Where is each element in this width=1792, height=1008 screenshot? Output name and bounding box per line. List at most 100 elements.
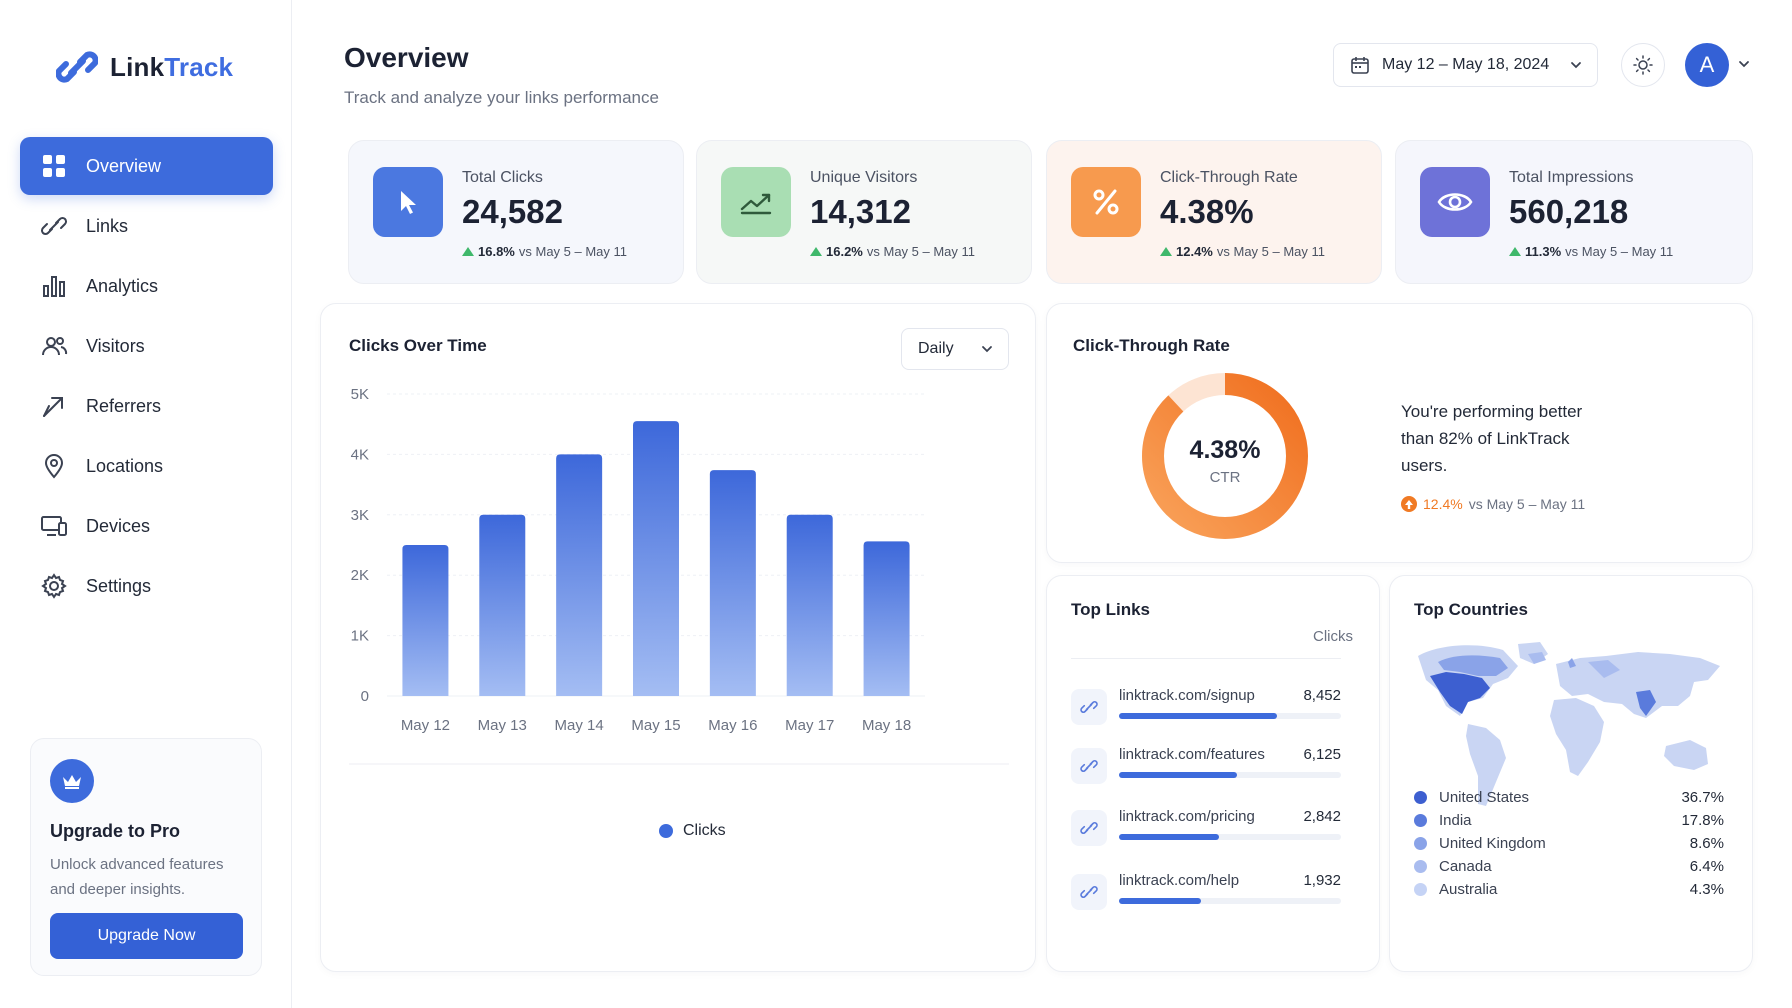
top-link-bar-track xyxy=(1119,898,1341,904)
percent-icon xyxy=(1071,167,1141,237)
top-link-row[interactable]: linktrack.com/help 1,932 xyxy=(1071,872,1341,932)
cursor-icon xyxy=(373,167,443,237)
bar[interactable] xyxy=(863,541,910,696)
stat-value: 24,582 xyxy=(462,193,563,230)
bar[interactable] xyxy=(709,470,756,696)
top-link-clicks: 6,125 xyxy=(1303,746,1341,763)
top-link-bar-track xyxy=(1119,772,1341,778)
top-link-clicks: 1,932 xyxy=(1303,872,1341,889)
country-percent: 36.7% xyxy=(1681,788,1724,806)
country-row: Australia 4.3% xyxy=(1414,878,1724,900)
upgrade-card: Upgrade to Pro Unlock advanced features … xyxy=(30,738,262,976)
nav-item-analytics[interactable]: Analytics xyxy=(20,257,273,315)
bar[interactable] xyxy=(633,421,679,696)
interval-select[interactable]: Daily xyxy=(901,328,1009,370)
brand-logo[interactable]: LinkTrack xyxy=(56,46,233,88)
theme-toggle-button[interactable] xyxy=(1621,43,1665,87)
ctr-change: 12.4% vs May 5 – May 11 xyxy=(1401,496,1585,512)
top-link-row[interactable]: linktrack.com/features 6,125 xyxy=(1071,746,1341,806)
user-avatar[interactable]: A xyxy=(1685,43,1729,87)
bar[interactable] xyxy=(786,514,833,696)
nav-label: Settings xyxy=(86,575,152,596)
country-name: Canada xyxy=(1439,857,1492,875)
gear-icon xyxy=(41,573,67,599)
arrow-up-icon xyxy=(1160,247,1172,256)
nav-item-settings[interactable]: Settings xyxy=(20,557,273,615)
legend-swatch xyxy=(659,824,673,838)
bar[interactable] xyxy=(402,545,449,696)
nav-item-referrers[interactable]: Referrers xyxy=(20,377,273,435)
bar[interactable] xyxy=(556,454,603,696)
world-map xyxy=(1418,642,1720,806)
divider xyxy=(1071,658,1341,659)
stat-card-ctr: Click-Through Rate 4.38% 12.4% vs May 5 –… xyxy=(1046,140,1382,284)
nav-item-locations[interactable]: Locations xyxy=(20,437,273,495)
arrow-up-icon xyxy=(1401,496,1417,512)
top-link-bar-fill xyxy=(1119,772,1237,778)
stat-change: 12.4% vs May 5 – May 11 xyxy=(1160,244,1325,259)
chevron-down-icon[interactable] xyxy=(1737,57,1751,71)
top-link-bar-fill xyxy=(1119,834,1219,840)
nav-item-overview[interactable]: Overview xyxy=(20,137,273,195)
chevron-down-icon xyxy=(981,346,992,353)
top-link-bar-fill xyxy=(1119,713,1277,719)
top-link-url[interactable]: linktrack.com/signup xyxy=(1119,687,1255,704)
country-name: India xyxy=(1439,811,1472,829)
arrow-up-icon xyxy=(462,247,474,256)
stat-change: 16.8% vs May 5 – May 11 xyxy=(462,244,627,259)
stat-label: Unique Visitors xyxy=(810,169,918,186)
ring-fill xyxy=(1142,373,1308,539)
brand-name: LinkTrack xyxy=(110,51,234,82)
ctr-label: CTR xyxy=(1210,469,1241,486)
y-tick-label: 0 xyxy=(361,688,369,705)
upgrade-title: Upgrade to Pro xyxy=(50,821,181,841)
top-link-bar-fill xyxy=(1119,898,1202,904)
chevron-down-icon xyxy=(1571,62,1581,69)
nav-label: Devices xyxy=(86,515,151,536)
card-title: Click-Through Rate xyxy=(1073,336,1230,355)
eye-icon xyxy=(1420,167,1490,237)
x-tick-label: May 18 xyxy=(862,717,911,734)
nav-label: Referrers xyxy=(86,395,162,416)
country-name: United Kingdom xyxy=(1439,834,1546,852)
bar[interactable] xyxy=(479,514,526,696)
x-tick-label: May 13 xyxy=(478,717,527,734)
nav-label: Analytics xyxy=(86,275,159,296)
clicks-over-time-card: Clicks Over Time Daily 0 1K 2K 3K 4K 5K May 12… xyxy=(320,303,1036,972)
date-range-picker[interactable]: May 12 – May 18, 2024 xyxy=(1333,43,1598,87)
stat-card-total-clicks: Total Clicks 24,582 16.8% vs May 5 – May … xyxy=(348,140,684,284)
top-link-url[interactable]: linktrack.com/help xyxy=(1119,872,1240,889)
country-row: India 17.8% xyxy=(1414,809,1724,831)
nav-item-devices[interactable]: Devices xyxy=(20,497,273,555)
stat-change: 16.2% vs May 5 – May 11 xyxy=(810,244,975,259)
stat-value: 560,218 xyxy=(1509,193,1629,230)
ctr-card: Click-Through Rate 4.38% CTR You're perfo… xyxy=(1046,303,1753,563)
country-name: Australia xyxy=(1439,880,1498,898)
chain-link-icon xyxy=(56,51,98,83)
arrow-up-icon xyxy=(1509,247,1521,256)
top-link-bar-track xyxy=(1119,713,1341,719)
x-tick-label: May 16 xyxy=(708,717,757,734)
country-swatch xyxy=(1414,813,1427,827)
ctr-value: 4.38% xyxy=(1190,436,1261,464)
date-range-label: May 12 – May 18, 2024 xyxy=(1382,56,1550,73)
upgrade-description: Unlock advanced features and deeper insi… xyxy=(50,856,224,898)
top-link-row[interactable]: linktrack.com/signup 8,452 xyxy=(1071,687,1341,747)
upgrade-now-button[interactable]: Upgrade Now xyxy=(50,913,243,959)
legend-label: Clicks xyxy=(683,822,726,839)
top-link-url[interactable]: linktrack.com/features xyxy=(1119,746,1265,763)
top-link-url[interactable]: linktrack.com/pricing xyxy=(1119,808,1255,825)
location-pin-icon xyxy=(44,454,64,479)
country-row: Canada 6.4% xyxy=(1414,855,1724,877)
nav-item-links[interactable]: Links xyxy=(20,197,273,255)
top-link-row[interactable]: linktrack.com/pricing 2,842 xyxy=(1071,808,1341,868)
nav-label: Visitors xyxy=(86,335,145,356)
card-title: Top Countries xyxy=(1414,600,1528,619)
devices-icon xyxy=(41,516,67,536)
card-title: Clicks Over Time xyxy=(349,336,487,355)
country-percent: 6.4% xyxy=(1689,857,1724,875)
nav-item-visitors[interactable]: Visitors xyxy=(20,317,273,375)
stat-value: 4.38% xyxy=(1160,193,1254,230)
country-row: United States 36.7% xyxy=(1414,786,1724,808)
y-tick-label: 3K xyxy=(351,507,369,524)
